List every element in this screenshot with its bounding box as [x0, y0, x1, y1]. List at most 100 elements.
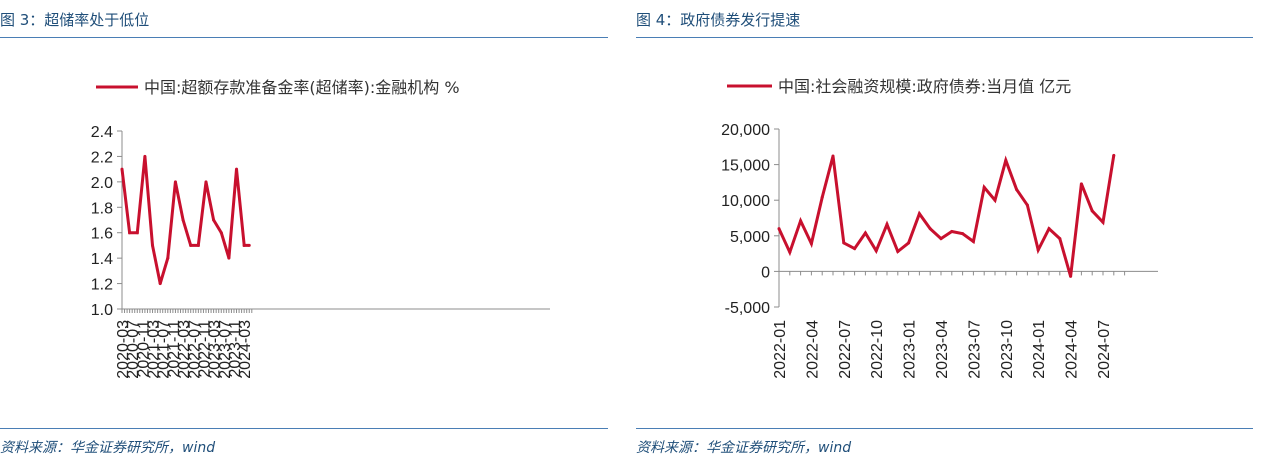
- figure-4-title-rule: [636, 37, 1253, 38]
- fig4-data-point: [896, 249, 900, 253]
- fig4-data-point: [971, 239, 975, 243]
- figure-3-source-rule: [0, 428, 608, 429]
- fig4-data-point: [1069, 274, 1073, 278]
- figure-3-panel: 图 3：超储率处于低位 中国:超额存款准备金率(超储率):金融机构 % 1.0 1.…: [0, 0, 620, 473]
- fig3-x-tick-label: 2020-03: [115, 320, 132, 379]
- fig3-y-tick-label: 1.2: [91, 277, 113, 294]
- fig4-y-tick-label: 15,000: [721, 158, 770, 175]
- fig3-x-tick-label: 2023-07: [217, 320, 234, 379]
- figure-3-title: 图 3：超储率处于低位: [0, 11, 150, 29]
- fig3-y-tick-label: 1.6: [91, 226, 113, 243]
- figure-3-chart: 中国:超额存款准备金率(超储率):金融机构 % 1.0 1.2 1.4 1.6 1.8 2.…: [91, 78, 550, 379]
- fig4-data-point: [917, 212, 921, 216]
- fig4-data-point: [863, 231, 867, 235]
- fig3-data-point: [247, 243, 251, 247]
- fig4-data-point: [820, 195, 824, 199]
- fig4-data-point: [1036, 248, 1040, 252]
- fig3-y-tick-label: 1.8: [91, 200, 113, 217]
- figure-4-title: 图 4：政府债券发行提速: [636, 11, 801, 29]
- fig4-x-tick-label: 2024-04: [1064, 320, 1081, 379]
- figure-4-panel: 图 4：政府债券发行提速 中国:社会融资规模:政府债券:当月值 亿元 -5,000…: [636, 0, 1267, 473]
- fig4-x-tick-label: 2023-01: [902, 320, 919, 379]
- fig4-data-point: [788, 250, 792, 254]
- fig3-data-point: [189, 243, 193, 247]
- fig3-y-tick-label: 2.0: [91, 175, 113, 192]
- fig4-data-point: [853, 247, 857, 251]
- fig4-data-point: [939, 237, 943, 241]
- fig4-data-point: [885, 222, 889, 226]
- fig3-x-tick-label: 2021-07: [156, 320, 173, 379]
- fig3-x-tick-label: 2023-11: [227, 320, 244, 378]
- fig4-data-point: [950, 230, 954, 234]
- fig3-data-point: [166, 256, 170, 260]
- fig4-x-tick-label: 2022-04: [804, 320, 821, 379]
- fig3-data-point: [151, 243, 155, 247]
- fig4-x-tick-label: 2022-01: [772, 320, 789, 379]
- fig4-y-tick-label: 5,000: [730, 229, 770, 246]
- fig4-x-tick-label: 2024-01: [1031, 320, 1048, 379]
- fig3-x-tick-label: 2022-07: [186, 320, 203, 379]
- fig3-y-tick-label: 1.4: [91, 251, 113, 268]
- fig3-series-line: [120, 156, 250, 285]
- figure-4-source-rule: [636, 428, 1253, 429]
- figure-3-title-rule: [0, 37, 608, 38]
- fig3-data-point: [242, 243, 246, 247]
- fig4-data-point: [1025, 203, 1029, 207]
- fig4-data-point: [842, 241, 846, 245]
- fig4-y-tick-label: 10,000: [721, 193, 770, 210]
- fig3-x-tick-label: 2021-11: [166, 320, 183, 378]
- fig3-data-point: [204, 180, 208, 184]
- fig3-y-tick-label: 1.0: [91, 302, 113, 319]
- fig3-x-tick-label: 2020-11: [135, 320, 152, 378]
- fig4-y-tick-label: 20,000: [721, 122, 770, 139]
- fig4-x-tick-label: 2023-10: [999, 320, 1016, 379]
- fig4-legend-label: 中国:社会融资规模:政府债券:当月值 亿元: [778, 77, 1071, 96]
- fig3-data-point: [173, 180, 177, 184]
- fig3-data-point: [120, 167, 124, 171]
- fig4-x-tick-label: 2022-07: [837, 320, 854, 379]
- fig3-data-point: [219, 231, 223, 235]
- fig3-x-tick-label: 2022-11: [196, 320, 213, 378]
- fig4-data-point: [1079, 182, 1083, 186]
- fig3-data-point: [128, 231, 132, 235]
- fig4-data-point: [982, 185, 986, 189]
- fig4-data-point: [993, 198, 997, 202]
- figure-4-source: 资料来源：华金证券研究所，wind: [636, 440, 852, 456]
- fig4-y-tick-label: 0: [761, 264, 770, 281]
- fig3-x-tick-label: 2024-03: [237, 320, 254, 379]
- fig4-y-tick-label: -5,000: [725, 300, 770, 317]
- fig4-data-point: [874, 249, 878, 253]
- fig3-data-point: [227, 256, 231, 260]
- fig3-data-point: [212, 218, 216, 222]
- fig4-data-point: [1047, 227, 1051, 231]
- fig4-data-point: [777, 227, 781, 231]
- fig3-legend-label: 中国:超额存款准备金率(超储率):金融机构 %: [144, 78, 460, 97]
- fig3-data-point: [143, 154, 147, 158]
- fig4-data-point: [907, 241, 911, 245]
- fig3-data-point: [158, 282, 162, 286]
- fig4-series-line: [777, 155, 1116, 277]
- fig3-data-point: [181, 218, 185, 222]
- fig4-data-point: [961, 232, 965, 236]
- fig4-data-point: [1101, 220, 1105, 224]
- fig3-x-tick-label: 2020-07: [125, 320, 142, 379]
- fig4-data-point: [809, 242, 813, 246]
- figure-4-chart: 中国:社会融资规模:政府债券:当月值 亿元 -5,000 0 5,000 10,000 1…: [721, 77, 1158, 379]
- fig4-x-tick-label: 2023-07: [966, 320, 983, 379]
- fig4-data-point: [1112, 153, 1116, 157]
- fig3-data-point: [135, 231, 139, 235]
- fig4-data-point: [831, 154, 835, 158]
- fig4-data-point: [928, 227, 932, 231]
- fig4-data-point: [1090, 209, 1094, 213]
- fig4-data-point: [799, 219, 803, 223]
- fig3-x-tick-label: 2021-03: [146, 320, 163, 379]
- fig4-x-tick-label: 2023-04: [934, 320, 951, 379]
- fig3-x-tick-label: 2022-03: [176, 320, 193, 379]
- fig4-x-tick-label: 2024-07: [1096, 320, 1113, 379]
- fig3-data-point: [235, 167, 239, 171]
- fig3-y-tick-label: 2.4: [91, 124, 113, 141]
- fig4-data-point: [1015, 188, 1019, 192]
- fig3-y-tick-label: 2.2: [91, 149, 113, 166]
- fig3-x-tick-label: 2023-03: [207, 320, 224, 379]
- fig4-data-point: [1058, 237, 1062, 241]
